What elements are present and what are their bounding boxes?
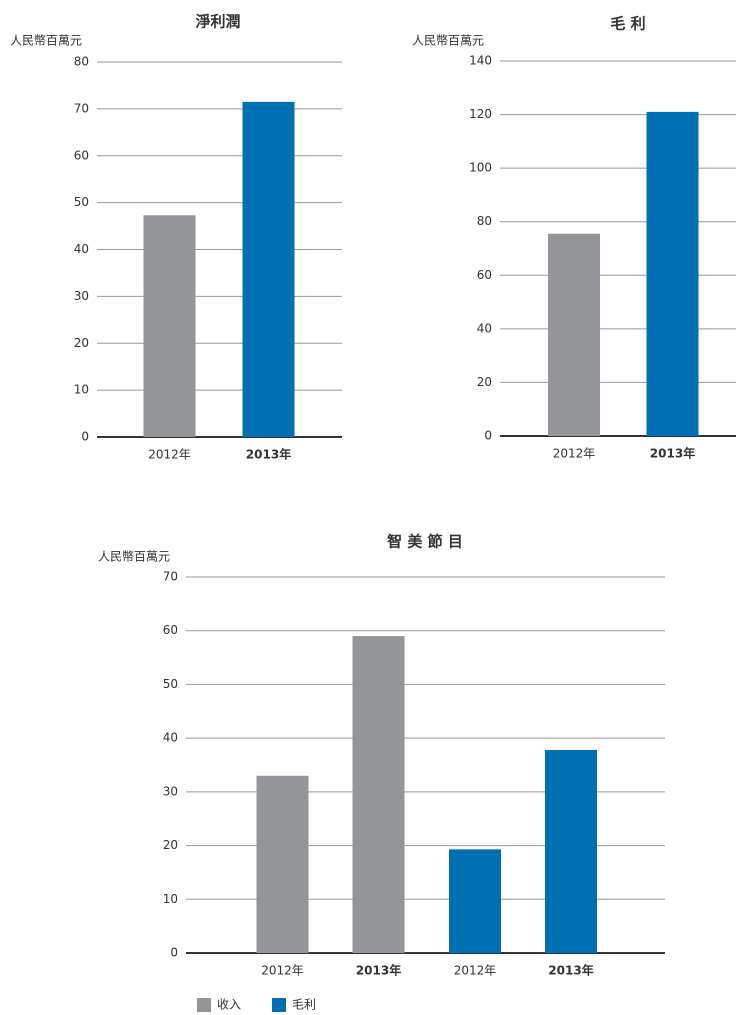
y-tick-label: 20 [477, 375, 492, 389]
y-tick-label: 0 [484, 429, 492, 443]
y-tick-label: 40 [74, 242, 89, 256]
bar [646, 111, 699, 437]
y-tick-label: 60 [163, 623, 178, 637]
y-tick-label: 40 [477, 321, 492, 335]
y-tick-label: 60 [477, 268, 492, 282]
bar [548, 233, 600, 436]
bar [256, 775, 309, 953]
y-tick-label: 40 [163, 731, 178, 745]
x-tick-label: 2013年 [246, 447, 291, 462]
y-tick-label: 70 [74, 101, 89, 115]
legend-swatch [272, 998, 286, 1012]
chart-title: 智 美 節 目 [387, 533, 463, 551]
legend-label: 毛利 [292, 998, 316, 1012]
chart-title: 淨利潤 [195, 13, 240, 31]
y-tick-label: 0 [81, 430, 89, 444]
y-tick-label: 80 [74, 55, 89, 69]
y-axis-label: 人民幣百萬元 [10, 34, 82, 48]
y-tick-label: 10 [74, 383, 89, 397]
bar [449, 849, 501, 953]
x-tick-label: 2012年 [553, 447, 596, 461]
legend-label: 收入 [217, 998, 241, 1012]
y-tick-label: 80 [477, 214, 492, 228]
y-tick-label: 30 [163, 784, 178, 798]
x-tick-label: 2012年 [454, 964, 497, 978]
x-tick-label: 2013年 [650, 446, 695, 461]
y-tick-label: 20 [74, 336, 89, 350]
y-tick-label: 10 [163, 892, 178, 906]
y-tick-label: 100 [469, 161, 492, 175]
x-tick-label: 2013年 [356, 963, 401, 978]
legend-swatch [197, 998, 211, 1012]
y-tick-label: 50 [163, 677, 178, 691]
y-tick-label: 60 [74, 148, 89, 162]
y-tick-label: 20 [163, 838, 178, 852]
y-axis-label: 人民幣百萬元 [98, 550, 170, 564]
y-tick-label: 120 [469, 107, 492, 121]
chart-title: 毛 利 [610, 15, 645, 33]
x-tick-label: 2012年 [148, 448, 191, 462]
x-tick-label: 2013年 [548, 963, 593, 978]
bar [352, 636, 405, 953]
y-tick-label: 140 [469, 54, 492, 68]
x-tick-label: 2012年 [261, 964, 304, 978]
y-tick-label: 30 [74, 289, 89, 303]
bar [143, 215, 196, 437]
y-axis-label: 人民幣百萬元 [412, 34, 484, 48]
bar [242, 101, 295, 437]
y-tick-label: 70 [163, 570, 178, 584]
y-tick-label: 50 [74, 195, 89, 209]
bar [545, 749, 597, 953]
y-tick-label: 0 [170, 946, 178, 960]
